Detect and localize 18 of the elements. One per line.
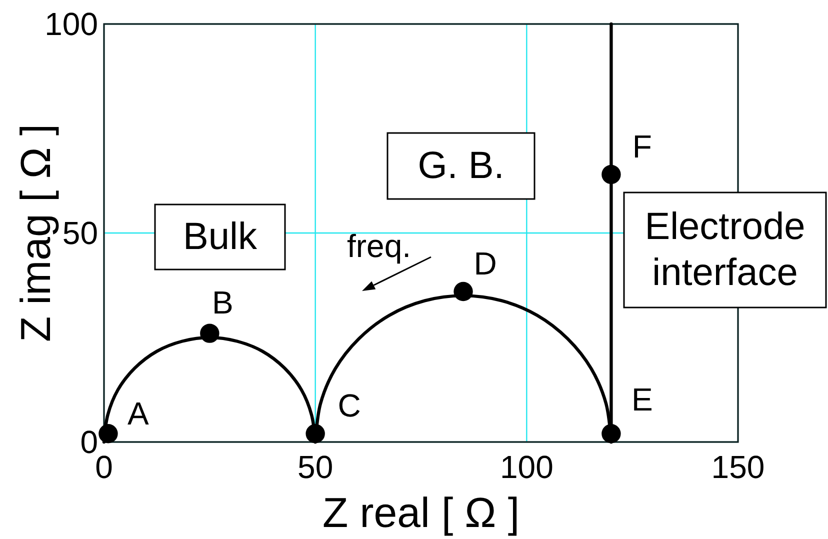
annotation: B [212,284,234,320]
x-tick-label: 150 [711,449,765,485]
annotation: E [632,382,653,418]
annotation: D [474,246,497,282]
annotation: Electrode interface [644,206,806,294]
annotation: Bulk [183,216,258,258]
y-tick-label: 100 [44,6,98,42]
y-tick-label: 0 [80,424,98,460]
x-tick-label: 50 [298,449,334,485]
annotation: A [128,396,150,432]
annotation: G. B. [418,145,504,187]
y-tick-label: 50 [62,215,98,251]
x-axis-title: Z real [ Ω ] [322,489,520,536]
x-tick-label: 100 [500,449,554,485]
annotation: F [632,128,652,164]
annotation: C [338,388,361,424]
annotation: freq. [346,228,412,264]
y-axis-title: Z imag [ Ω ] [12,124,59,342]
